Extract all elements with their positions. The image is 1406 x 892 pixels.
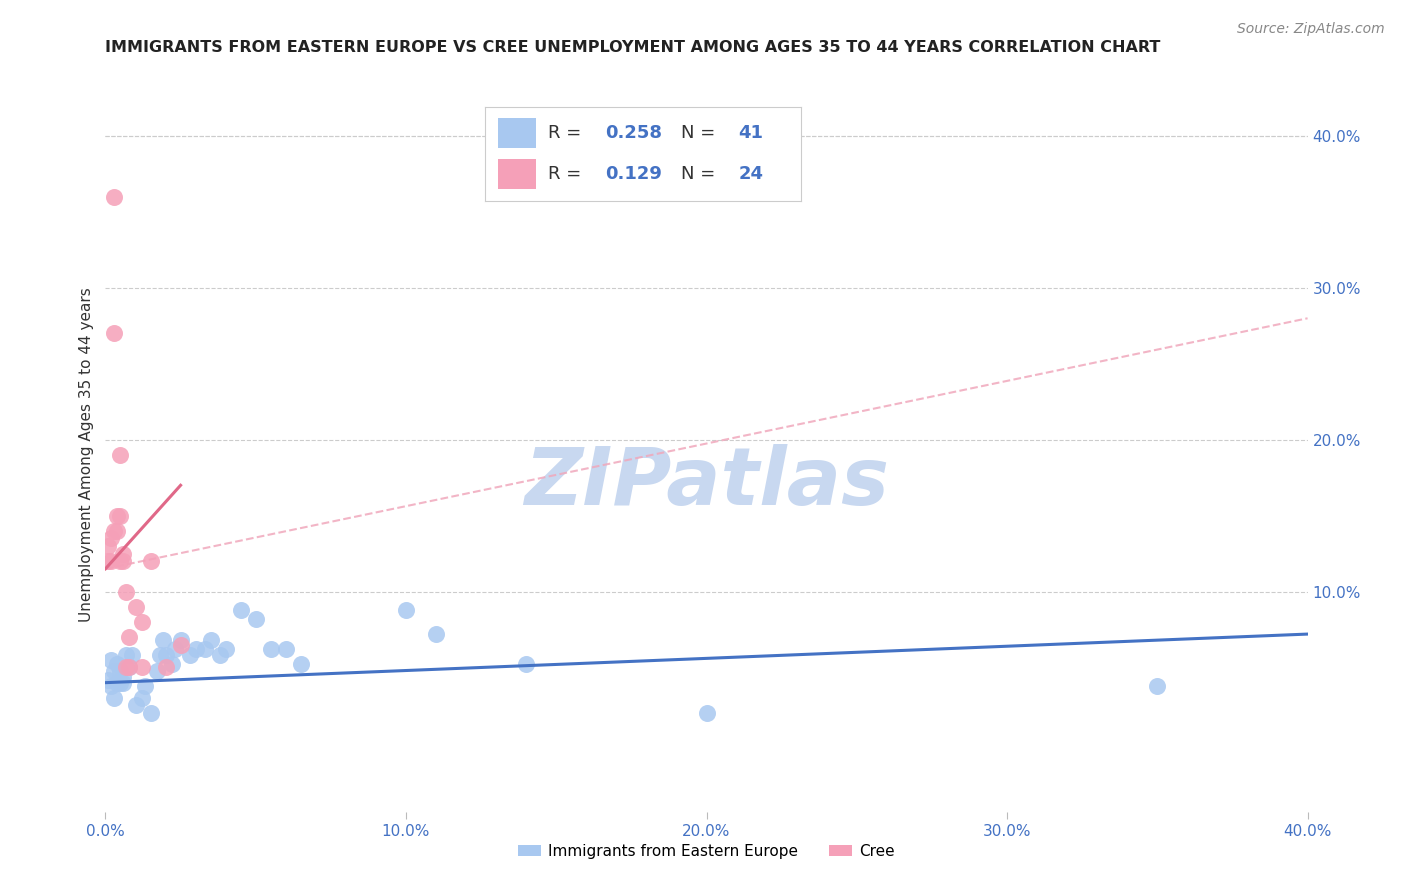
- Point: [115, 584, 138, 599]
- Text: 0.129: 0.129: [605, 166, 662, 184]
- Y-axis label: Unemployment Among Ages 35 to 44 years: Unemployment Among Ages 35 to 44 years: [79, 287, 94, 623]
- Point: [160, 657, 183, 672]
- Text: N =: N =: [681, 124, 721, 142]
- Point: [103, 690, 125, 705]
- Point: [145, 664, 167, 678]
- Point: [515, 657, 537, 672]
- Point: [395, 603, 418, 617]
- Point: [139, 706, 162, 720]
- Point: [163, 642, 186, 657]
- Point: [107, 524, 129, 538]
- Text: Source: ZipAtlas.com: Source: ZipAtlas.com: [1237, 22, 1385, 37]
- Point: [110, 508, 132, 523]
- Point: [97, 539, 120, 553]
- Legend: Immigrants from Eastern Europe, Cree: Immigrants from Eastern Europe, Cree: [512, 838, 901, 864]
- Point: [100, 532, 122, 546]
- Point: [1146, 679, 1168, 693]
- Point: [208, 648, 231, 663]
- Point: [118, 660, 141, 674]
- Text: 41: 41: [738, 124, 763, 142]
- Point: [110, 675, 132, 690]
- Point: [115, 648, 138, 663]
- Point: [696, 706, 718, 720]
- Point: [115, 660, 138, 674]
- Point: [152, 633, 174, 648]
- Point: [112, 675, 135, 690]
- Point: [112, 547, 135, 561]
- Point: [110, 448, 132, 462]
- Point: [169, 638, 191, 652]
- Point: [134, 679, 156, 693]
- Point: [139, 554, 162, 568]
- Text: 0.258: 0.258: [605, 124, 662, 142]
- Point: [107, 675, 129, 690]
- Point: [97, 554, 120, 568]
- Point: [121, 648, 143, 663]
- Point: [103, 326, 125, 341]
- Point: [179, 648, 201, 663]
- Point: [124, 698, 146, 713]
- Point: [290, 657, 312, 672]
- Point: [112, 554, 135, 568]
- Point: [425, 627, 447, 641]
- Point: [155, 660, 177, 674]
- Bar: [498, 119, 536, 148]
- Bar: [498, 160, 536, 189]
- Point: [118, 630, 141, 644]
- Point: [194, 642, 217, 657]
- Point: [184, 642, 207, 657]
- Point: [155, 648, 177, 663]
- Point: [112, 670, 135, 684]
- Point: [118, 660, 141, 674]
- Point: [260, 642, 283, 657]
- Point: [100, 679, 122, 693]
- Point: [148, 648, 170, 663]
- Point: [100, 653, 122, 667]
- Point: [274, 642, 297, 657]
- Point: [124, 599, 146, 614]
- Point: [214, 642, 236, 657]
- Text: 24: 24: [738, 166, 763, 184]
- Point: [110, 664, 132, 678]
- Text: R =: R =: [548, 124, 588, 142]
- Point: [131, 660, 153, 674]
- Point: [103, 524, 125, 538]
- Point: [169, 633, 191, 648]
- Point: [200, 633, 222, 648]
- Text: N =: N =: [681, 166, 721, 184]
- Point: [107, 657, 129, 672]
- Point: [245, 612, 267, 626]
- Text: ZIPatlas: ZIPatlas: [524, 444, 889, 523]
- Point: [103, 190, 125, 204]
- Text: IMMIGRANTS FROM EASTERN EUROPE VS CREE UNEMPLOYMENT AMONG AGES 35 TO 44 YEARS CO: IMMIGRANTS FROM EASTERN EUROPE VS CREE U…: [105, 40, 1161, 55]
- Point: [131, 690, 153, 705]
- Text: R =: R =: [548, 166, 588, 184]
- Point: [103, 664, 125, 678]
- Point: [131, 615, 153, 629]
- Point: [97, 673, 120, 687]
- Point: [110, 554, 132, 568]
- Point: [100, 554, 122, 568]
- Point: [229, 603, 252, 617]
- Point: [107, 508, 129, 523]
